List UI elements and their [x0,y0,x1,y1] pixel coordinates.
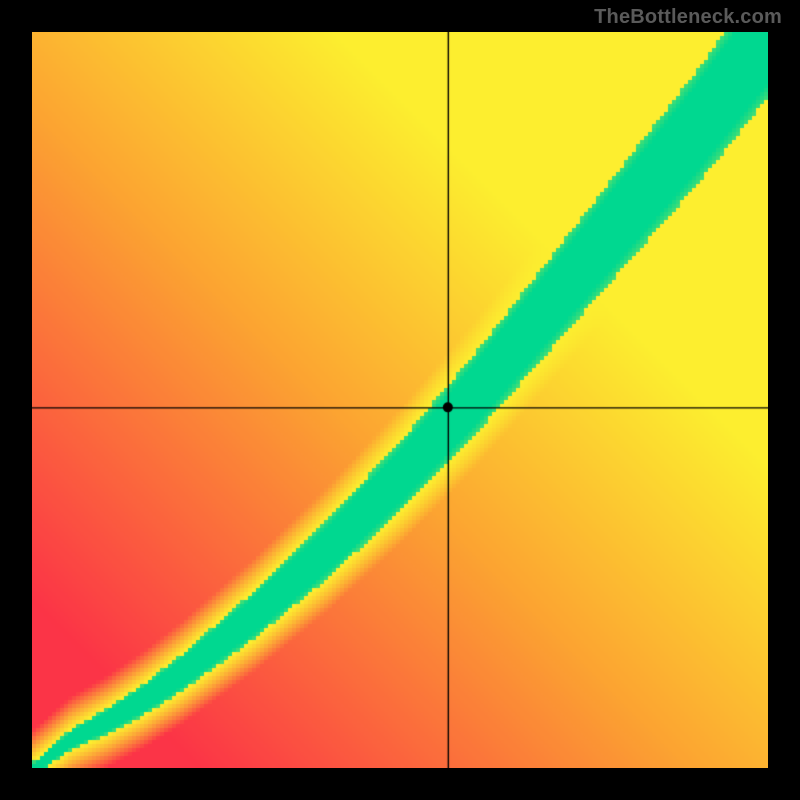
watermark-text: TheBottleneck.com [594,6,782,29]
plot-area [32,32,768,768]
chart-container: TheBottleneck.com [0,0,800,800]
heatmap-canvas [32,32,768,768]
